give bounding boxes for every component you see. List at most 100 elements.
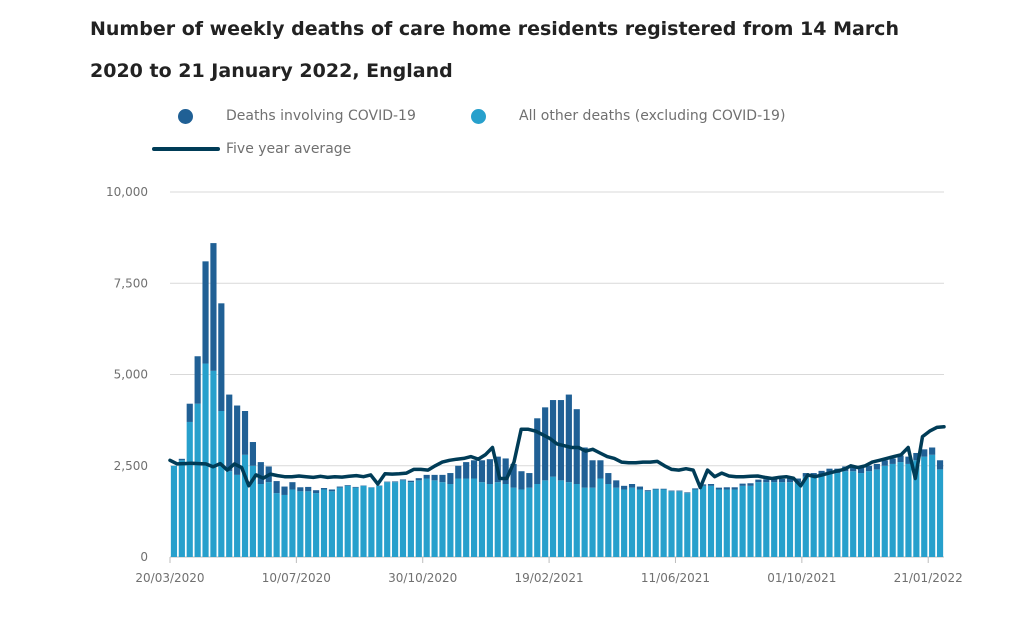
bar-covid-deaths [384,481,391,483]
bar-other-deaths [897,462,904,557]
bar-covid-deaths [305,486,312,492]
legend-item-other: All other deaths (excluding COVID-19) [471,108,785,124]
bar-covid-deaths [407,480,414,483]
bar-covid-deaths [850,465,857,472]
bar-other-deaths [336,487,343,557]
bar-other-deaths [802,476,809,557]
bar-other-deaths [684,493,691,557]
bar-covid-deaths [857,467,865,474]
bar-other-deaths [257,484,264,557]
bar-other-deaths [660,489,667,557]
bar-other-deaths [328,491,335,557]
bar-covid-deaths [289,482,296,490]
bar-other-deaths [865,471,873,557]
bar-other-deaths [676,491,683,557]
bar-other-deaths [929,454,936,557]
bar-covid-deaths [597,460,604,479]
bar-other-deaths [265,482,272,557]
bar-covid-deaths [565,394,572,483]
bar-covid-deaths [613,480,620,488]
bar-covid-deaths [534,418,541,484]
bar-covid-deaths [518,471,525,490]
bar-covid-deaths [281,486,288,495]
bar-other-deaths [486,484,493,557]
bar-covid-deaths [218,303,225,411]
bar-covid-deaths [905,456,912,464]
bar-other-deaths [423,478,430,557]
bar-covid-deaths [913,452,920,461]
five-year-average-line [168,424,946,490]
bar-other-deaths [534,484,541,557]
bar-other-deaths [470,478,478,557]
bar-other-deaths [305,491,312,557]
bar-covid-deaths [684,492,691,494]
bar-covid-deaths [897,455,904,463]
bar-other-deaths [731,489,738,557]
bar-covid-deaths [273,481,280,494]
bar-covid-deaths [889,458,896,464]
bar-covid-deaths [557,400,565,481]
bar-other-deaths [771,482,778,557]
bar-other-deaths [170,465,178,557]
x-tick-label: 30/10/2020 [388,571,457,585]
bar-other-deaths [226,471,233,557]
bar-other-deaths [755,482,762,557]
bar-other-deaths [344,485,351,557]
bar-other-deaths [597,478,604,557]
bar-other-deaths [297,491,304,557]
bar-other-deaths [715,489,722,557]
bar-other-deaths [249,465,257,557]
bar-covid-deaths [755,479,762,483]
bar-covid-deaths [692,488,699,490]
x-tick-label: 19/02/2021 [515,571,584,585]
bar-covid-deaths [715,487,722,490]
legend-swatch-covid [178,108,193,124]
bar-covid-deaths [644,490,651,492]
bar-covid-deaths [668,490,675,492]
bar-other-deaths [463,478,470,557]
x-tick-label: 10/07/2020 [262,571,331,585]
bar-covid-deaths [344,485,351,486]
bar-other-deaths [210,370,217,557]
bar-covid-deaths [605,473,612,484]
bar-other-deaths [810,476,817,557]
bar-covid-deaths [478,460,486,483]
bar-other-deaths [234,474,241,557]
legend-label-covid: Deaths involving COVID-19 [226,108,416,124]
bar-other-deaths [510,487,517,557]
bar-other-deaths [178,460,185,557]
bar-other-deaths [763,482,770,557]
bar-covid-deaths [676,490,683,492]
bar-other-deaths [407,482,414,557]
bar-other-deaths [826,473,833,557]
bar-covid-deaths [447,473,454,484]
bar-other-deaths [747,485,754,557]
bar-other-deaths [281,494,288,557]
bar-other-deaths [700,485,707,557]
bar-other-deaths [881,465,888,557]
bar-other-deaths [913,460,920,557]
bar-covid-deaths [881,460,888,466]
y-tick-label: 2,500 [114,459,148,473]
y-tick-label: 10,000 [106,185,148,199]
bar-other-deaths [621,489,628,557]
bar-other-deaths [218,411,225,557]
bar-other-deaths [431,480,438,557]
bar-covid-deaths [621,485,628,490]
axes: 0 2,500 5,000 7,500 10,000 20/03/2020 10/07/20… [106,185,963,585]
bar-covid-deaths [865,465,873,472]
bar-other-deaths [565,482,572,557]
chart-title: Number of weekly deaths of care home res… [90,18,899,82]
bar-covid-deaths [921,449,928,457]
bar-covid-deaths [257,462,264,484]
bar-covid-deaths [234,405,241,475]
bar-other-deaths [542,480,549,557]
bar-other-deaths [368,487,375,557]
bar-other-deaths [668,491,675,557]
bar-other-deaths [352,487,359,557]
bar-covid-deaths [423,474,430,479]
bar-covid-deaths [628,484,636,488]
bar-covid-deaths [470,460,478,479]
bar-other-deaths [613,487,620,557]
